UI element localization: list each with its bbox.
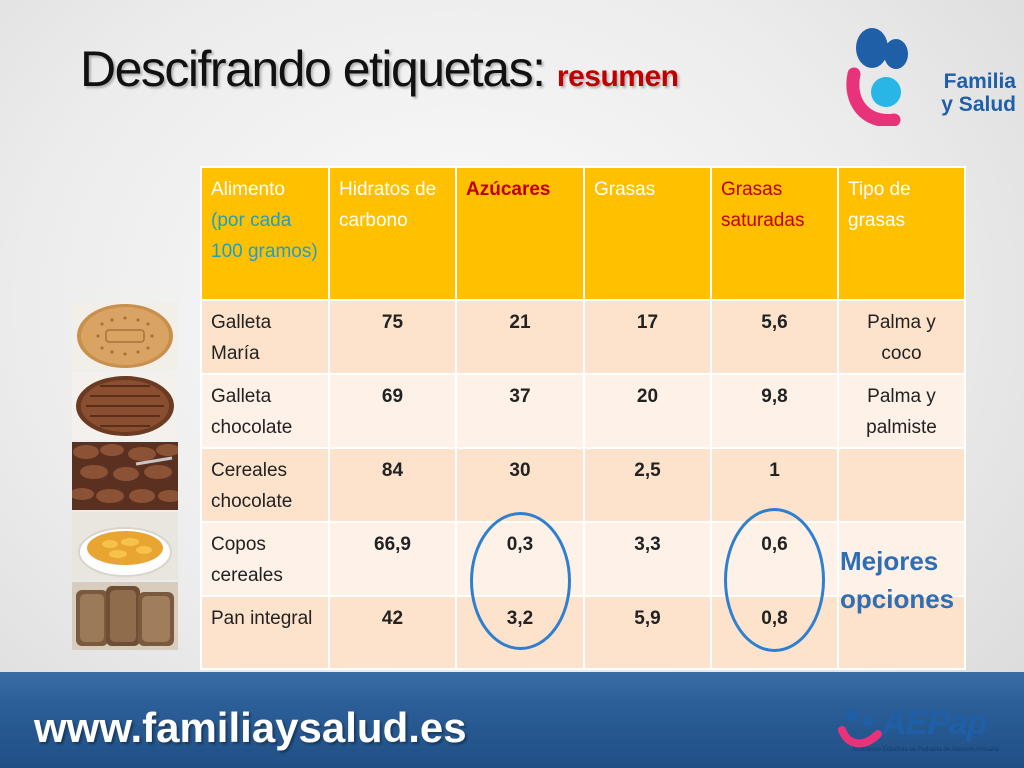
cell-fats: 5,9 [583,595,712,670]
logo-text: Familia y Salud [912,70,1016,116]
cell-food: Pan integral [200,595,330,670]
cell-food: Copos cereales [200,521,330,597]
header-food-unit: (por cada 100 gramos) [211,210,318,262]
sugars-highlight-circle [470,512,571,650]
aepap-name: AEPap [882,704,988,742]
cell-food: Galleta chocolate [200,373,330,449]
cell-food: Galleta María [200,299,330,375]
cell-fats: 3,3 [583,521,712,597]
cell-food: Cereales chocolate [200,447,330,523]
header-food: Alimento (por cada 100 gramos) [200,166,330,301]
header-carbs: Hidratos de carbono [328,166,457,301]
sat-fats-highlight-circle [724,508,825,652]
cell-sugars: 21 [455,299,585,375]
familia-y-salud-logo: Familia y Salud [844,22,1016,127]
logo-line-1: Familia [943,70,1016,93]
best-options-line-2: opciones [840,584,955,614]
cell-carbs: 42 [328,595,457,670]
cell-fats: 2,5 [583,447,712,523]
table-row: Galleta María 75 21 17 5,6 Palma y coco [200,299,966,375]
table-row: Galleta chocolate 69 37 20 9,8 Palma y p… [200,373,966,449]
maria-cookie-image [72,302,178,370]
cell-carbs: 84 [328,447,457,523]
chocolate-cookie-image [72,372,178,440]
aepap-tagline: Asociación Española de Pediatría de Aten… [852,747,999,753]
family-figures-icon [846,28,908,127]
aepap-figures-icon [838,709,882,748]
cell-carbs: 75 [328,299,457,375]
header-sugars: Azúcares [455,166,585,301]
cell-sat-fats: 5,6 [710,299,839,375]
cell-sugars: 30 [455,447,585,523]
header-fats: Grasas [583,166,712,301]
header-sat-fats: Grasas saturadas [710,166,839,301]
food-thumbnails [72,302,178,652]
table-row: Cereales chocolate 84 30 2,5 1 [200,447,966,523]
footer-bar: www.familiaysalud.es AEPap Asociación Es… [0,672,1024,768]
corn-flakes-bowl-image [72,512,178,580]
cell-sugars: 37 [455,373,585,449]
best-options-label: Mejores opciones [840,542,954,618]
cell-carbs: 66,9 [328,521,457,597]
best-options-line-1: Mejores [840,546,939,576]
cell-fat-type [837,447,966,523]
cell-fats: 20 [583,373,712,449]
cell-fat-type [837,595,966,670]
cell-fat-type: Palma y palmiste [837,373,966,449]
aepap-logo: AEPap Asociación Española de Pediatría d… [838,702,1018,762]
chocolate-cereal-image [72,442,178,510]
cell-carbs: 69 [328,373,457,449]
table-header-row: Alimento (por cada 100 gramos) Hidratos … [200,166,966,301]
cell-fats: 17 [583,299,712,375]
whole-wheat-bread-image [72,582,178,650]
slide-title: Descifrando etiquetas: resumen [80,40,679,98]
website-url: www.familiaysalud.es [34,704,467,751]
header-sugars-label: Azúcares [466,179,551,200]
cell-fat-type: Palma y coco [837,299,966,375]
header-food-label: Alimento [211,179,285,200]
cell-sat-fats: 9,8 [710,373,839,449]
header-sat-fats-label: Grasas saturadas [721,179,805,231]
slide-subtitle: resumen [556,60,679,93]
cell-fat-type [837,521,966,597]
header-fat-type: Tipo de grasas [837,166,966,301]
slide-title-main: Descifrando etiquetas: [80,41,546,97]
logo-line-2: y Salud [941,93,1016,116]
